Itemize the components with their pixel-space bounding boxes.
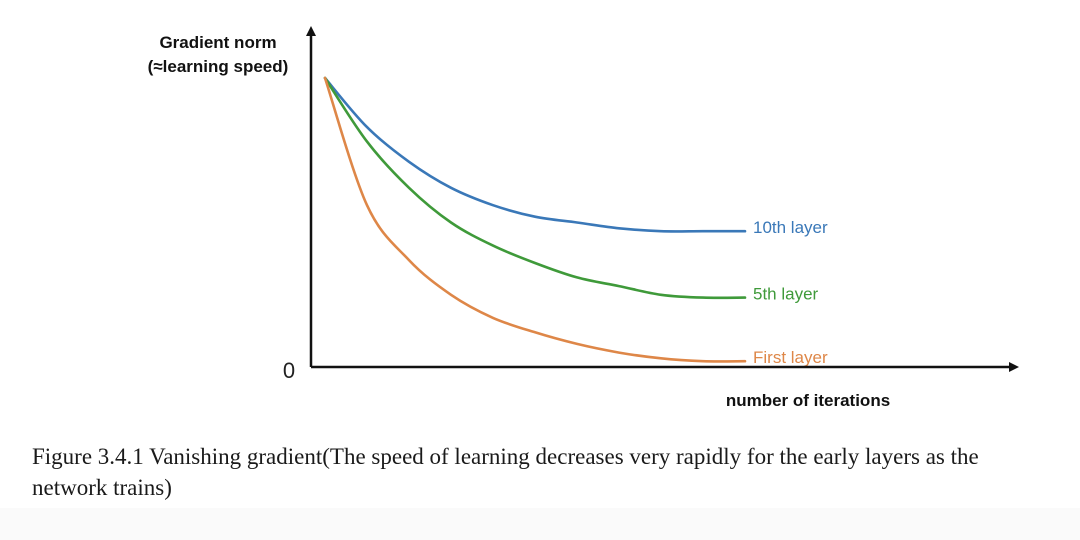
series-line-first-layer — [323, 76, 747, 363]
y-tick-zero: 0 — [283, 358, 295, 383]
series-label-5th-layer: 5th layer — [753, 285, 819, 304]
series-layer: 10th layer 5th layer First layer — [323, 76, 828, 367]
y-axis-title-line-1: Gradient norm — [159, 33, 276, 52]
chart-svg: 10th layer 5th layer First layer Gradient … — [148, 26, 1019, 410]
bottom-strip — [0, 508, 1080, 540]
figure-caption: Figure 3.4.1 Vanishing gradient(The spee… — [32, 444, 979, 500]
series-label-10th-layer: 10th layer — [753, 218, 828, 237]
vanishing-gradient-chart: 10th layer 5th layer First layer Gradient … — [148, 26, 1019, 410]
series-line-10th-layer — [323, 76, 747, 233]
y-axis-title-line-2: (≈learning speed) — [148, 57, 289, 76]
series-label-first-layer: First layer — [753, 348, 828, 367]
series-line-5th-layer — [323, 76, 747, 300]
x-axis-title: number of iterations — [726, 391, 890, 410]
